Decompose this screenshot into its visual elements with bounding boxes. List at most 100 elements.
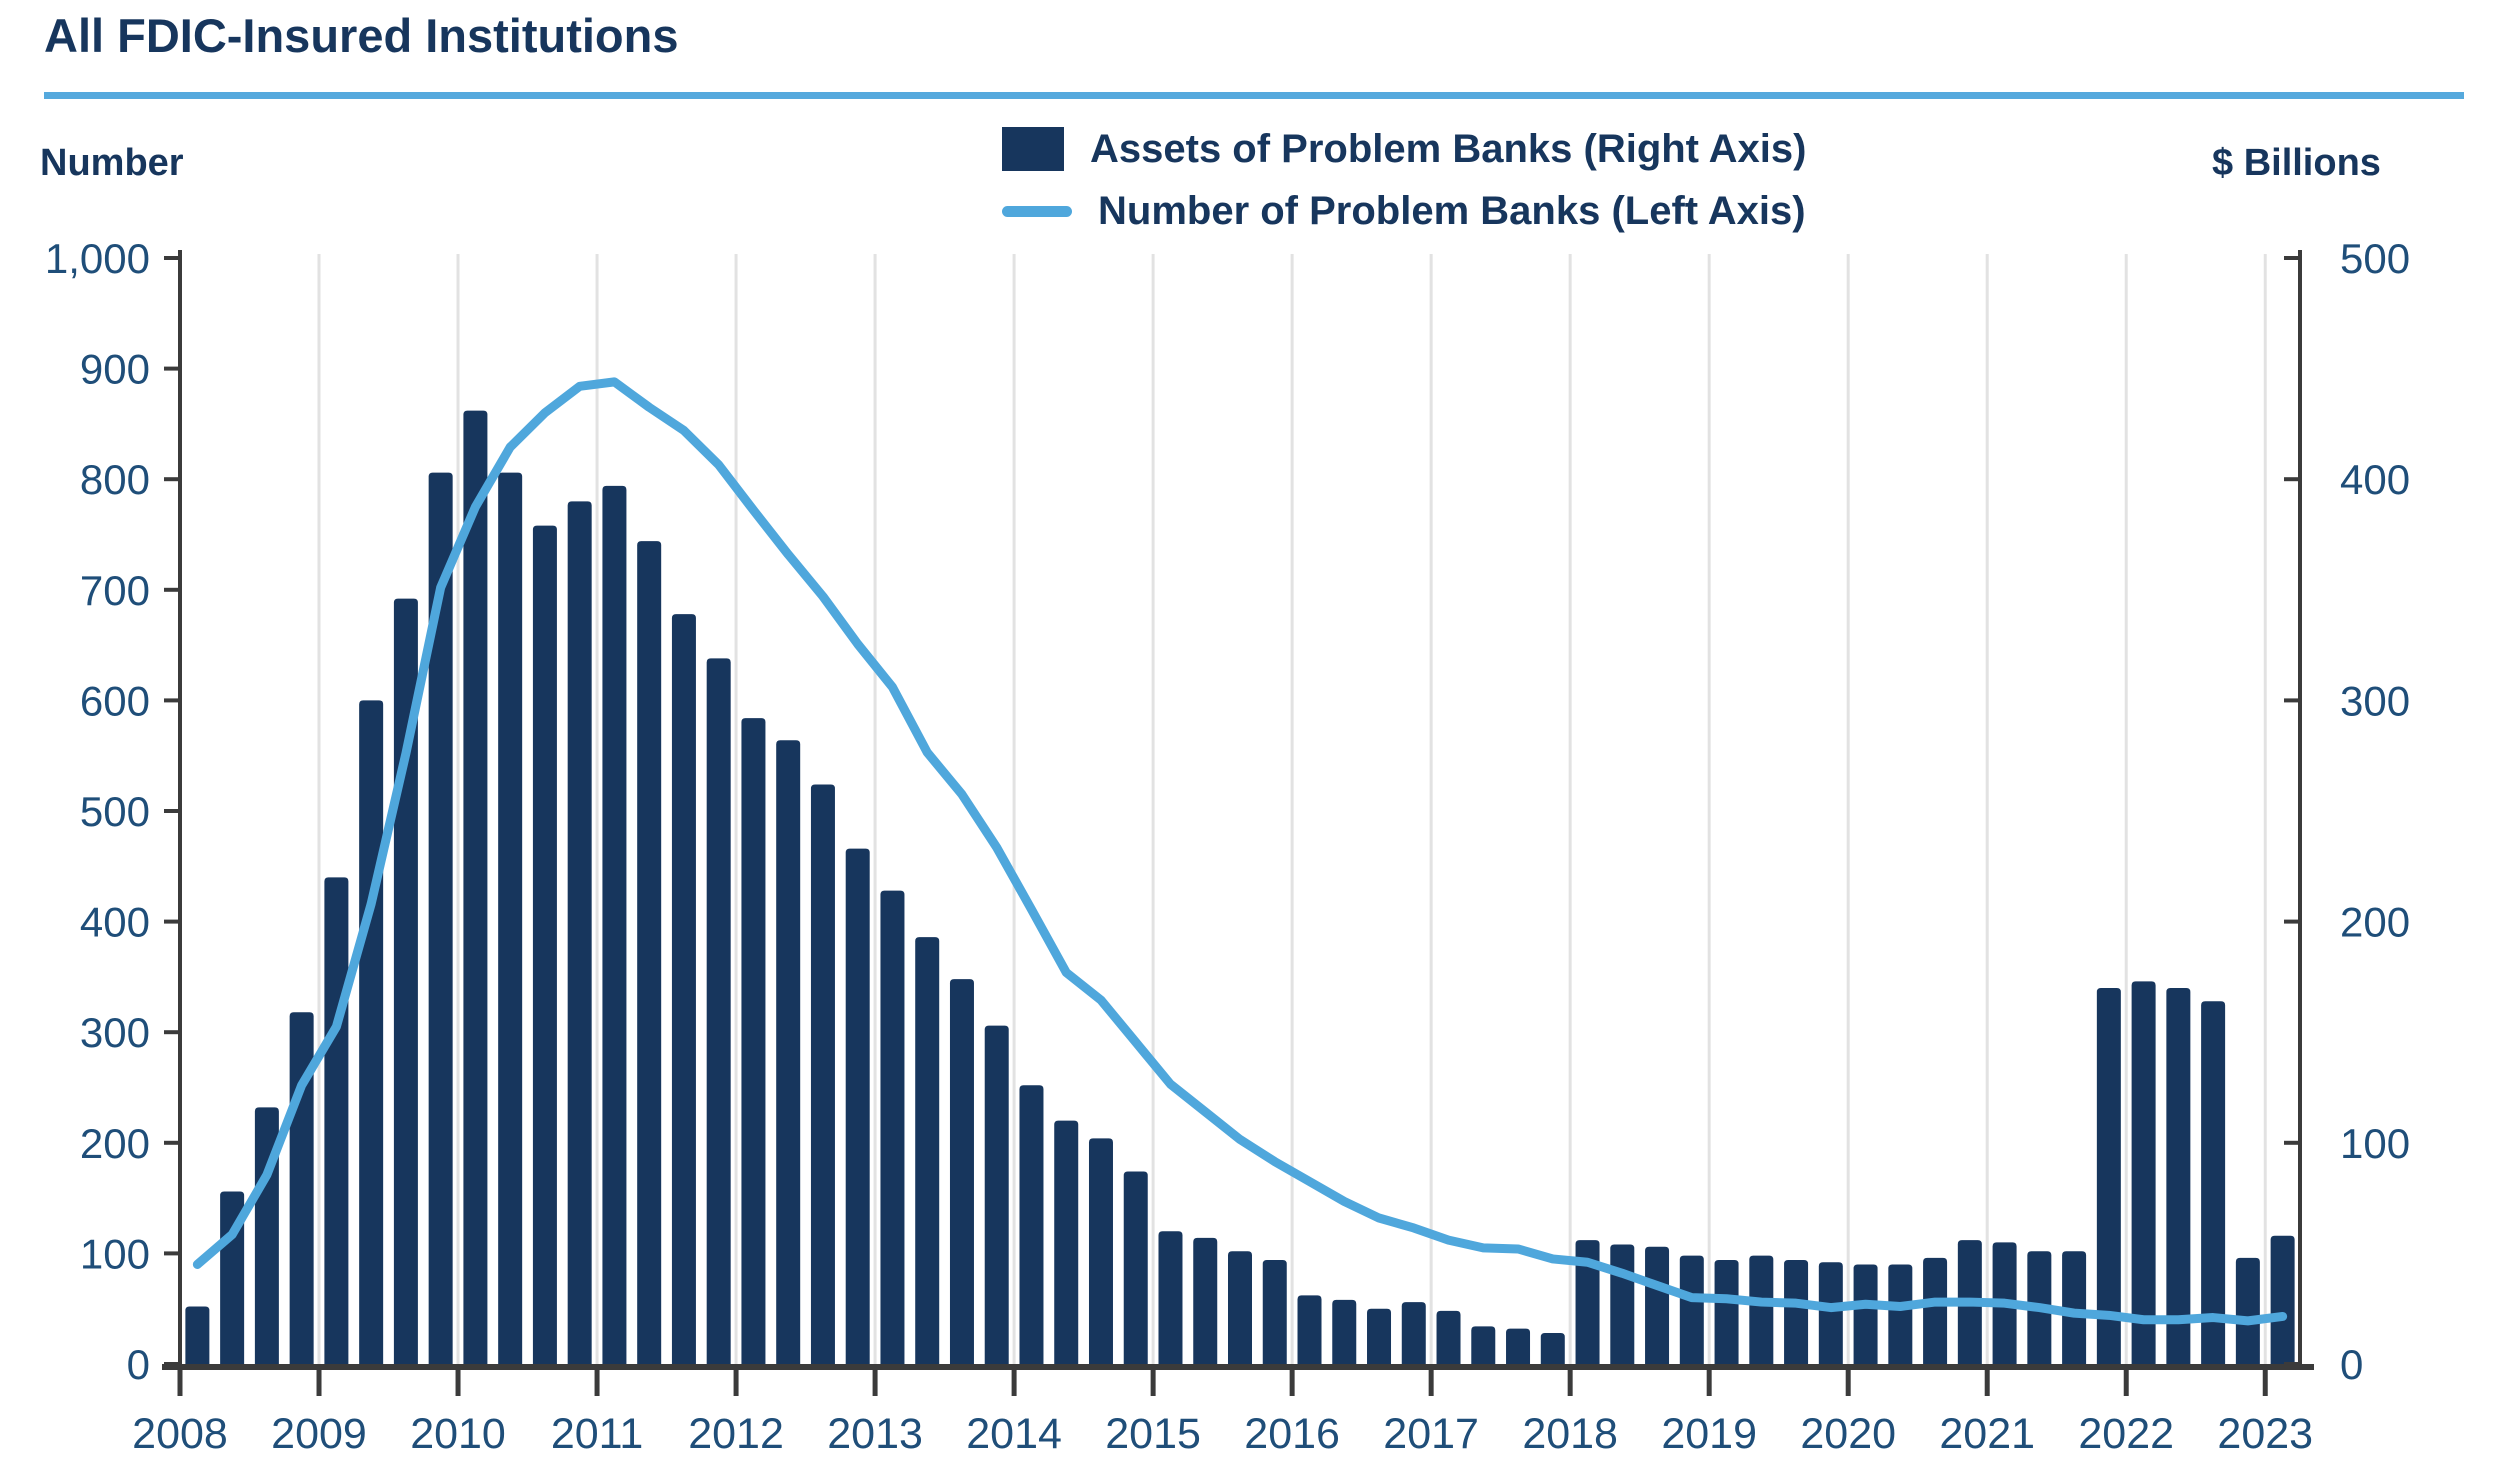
left-axis-tick-label: 700 bbox=[80, 567, 150, 614]
bar bbox=[1019, 1085, 1044, 1364]
x-axis-year-label: 2013 bbox=[827, 1410, 923, 1458]
bar bbox=[2166, 987, 2191, 1364]
bar bbox=[1471, 1326, 1496, 1364]
bar bbox=[1193, 1237, 1218, 1364]
left-axis-tick-label: 400 bbox=[80, 899, 150, 946]
x-axis-year-label: 2015 bbox=[1105, 1410, 1201, 1458]
bar bbox=[1749, 1255, 1774, 1364]
bar bbox=[880, 890, 905, 1364]
x-axis-year-label: 2009 bbox=[271, 1410, 367, 1458]
bar bbox=[1679, 1255, 1704, 1364]
right-axis-tick-label: 500 bbox=[2340, 235, 2410, 282]
left-axis-tick-label: 300 bbox=[80, 1009, 150, 1056]
bar bbox=[463, 410, 488, 1364]
bar bbox=[1088, 1138, 1113, 1364]
bar bbox=[1923, 1257, 1948, 1364]
x-axis-year-label: 2021 bbox=[1939, 1410, 2035, 1458]
bar bbox=[1506, 1328, 1531, 1364]
left-axis-tick-label: 800 bbox=[80, 456, 150, 503]
right-axis-unit-label: $ Billions bbox=[2212, 142, 2381, 184]
bar bbox=[1332, 1299, 1357, 1364]
x-axis-year-label: 2018 bbox=[1522, 1410, 1618, 1458]
legend: Assets of Problem Banks (Right Axis) Num… bbox=[1002, 126, 1806, 234]
bar bbox=[1262, 1260, 1287, 1364]
left-axis-tick-label: 200 bbox=[80, 1120, 150, 1167]
bar bbox=[741, 718, 766, 1364]
bar bbox=[2201, 1001, 2226, 1364]
bar bbox=[810, 784, 835, 1364]
x-axis-year-label: 2017 bbox=[1383, 1410, 1479, 1458]
legend-item-number: Number of Problem Banks (Left Axis) bbox=[1002, 188, 1806, 234]
bar bbox=[1575, 1240, 1600, 1364]
bar bbox=[1436, 1310, 1461, 1364]
left-axis-tick-label: 100 bbox=[80, 1230, 150, 1277]
bar bbox=[845, 848, 870, 1364]
legend-line-label: Number of Problem Banks (Left Axis) bbox=[1098, 188, 1806, 233]
legend-item-assets: Assets of Problem Banks (Right Axis) bbox=[1002, 126, 1806, 172]
x-axis-year-label: 2011 bbox=[551, 1410, 643, 1458]
bar bbox=[185, 1306, 210, 1364]
bar bbox=[2235, 1257, 2260, 1364]
bar bbox=[2131, 981, 2156, 1364]
x-axis-year-label: 2023 bbox=[2217, 1410, 2313, 1458]
right-axis-tick-label: 200 bbox=[2340, 899, 2410, 946]
bar bbox=[637, 541, 662, 1364]
left-axis-tick-label: 1,000 bbox=[45, 235, 150, 282]
right-axis-tick-label: 100 bbox=[2340, 1120, 2410, 1167]
legend-bar-swatch bbox=[1002, 127, 1064, 171]
x-axis-year-label: 2022 bbox=[2078, 1410, 2174, 1458]
x-axis-year-label: 2014 bbox=[966, 1410, 1062, 1458]
legend-line-swatch bbox=[1002, 205, 1072, 217]
bar bbox=[2270, 1235, 2295, 1364]
bar bbox=[2062, 1251, 2087, 1364]
bar bbox=[949, 979, 974, 1364]
bar bbox=[1714, 1260, 1739, 1364]
bar bbox=[602, 485, 627, 1364]
right-axis-tick-label: 0 bbox=[2340, 1341, 2363, 1388]
bar bbox=[1610, 1244, 1635, 1364]
bar bbox=[1054, 1120, 1079, 1364]
bar bbox=[324, 877, 349, 1364]
bar bbox=[1888, 1264, 1913, 1364]
x-axis-year-label: 2020 bbox=[1800, 1410, 1896, 1458]
bar bbox=[776, 740, 801, 1364]
left-axis-tick-label: 0 bbox=[127, 1341, 150, 1388]
x-axis-year-label: 2012 bbox=[688, 1410, 784, 1458]
bar bbox=[915, 937, 940, 1364]
bar bbox=[671, 614, 696, 1364]
x-axis-year-label: 2010 bbox=[410, 1410, 506, 1458]
legend-bar-label: Assets of Problem Banks (Right Axis) bbox=[1090, 126, 1807, 171]
right-axis-tick-label: 300 bbox=[2340, 677, 2410, 724]
left-axis-unit-label: Number bbox=[40, 142, 184, 184]
chart-title: All FDIC-Insured Institutions bbox=[44, 9, 679, 62]
bar bbox=[1645, 1246, 1670, 1364]
left-axis-tick-label: 600 bbox=[80, 677, 150, 724]
bar bbox=[428, 472, 453, 1365]
bar bbox=[1784, 1260, 1809, 1364]
bar bbox=[498, 472, 523, 1365]
bar bbox=[1401, 1302, 1426, 1364]
bar bbox=[984, 1025, 1009, 1364]
bar bbox=[1158, 1231, 1183, 1364]
x-axis-year-label: 2008 bbox=[132, 1410, 228, 1458]
bar bbox=[567, 501, 592, 1364]
x-axis-year-label: 2019 bbox=[1661, 1410, 1757, 1458]
x-axis-year-label: 2016 bbox=[1244, 1410, 1340, 1458]
bar bbox=[359, 700, 384, 1364]
bar bbox=[1818, 1262, 1843, 1364]
bar bbox=[1540, 1333, 1565, 1364]
bar bbox=[532, 525, 557, 1364]
bar bbox=[1297, 1295, 1322, 1364]
bar bbox=[1228, 1251, 1252, 1364]
bar bbox=[706, 658, 731, 1364]
left-axis-tick-label: 500 bbox=[80, 788, 150, 835]
bar bbox=[1853, 1264, 1878, 1364]
bar bbox=[1123, 1171, 1148, 1364]
left-axis-tick-label: 900 bbox=[80, 346, 150, 393]
line-series bbox=[192, 377, 2288, 1326]
right-axis-tick-label: 400 bbox=[2340, 456, 2410, 503]
title-divider bbox=[44, 92, 2464, 99]
bar bbox=[2096, 987, 2121, 1364]
